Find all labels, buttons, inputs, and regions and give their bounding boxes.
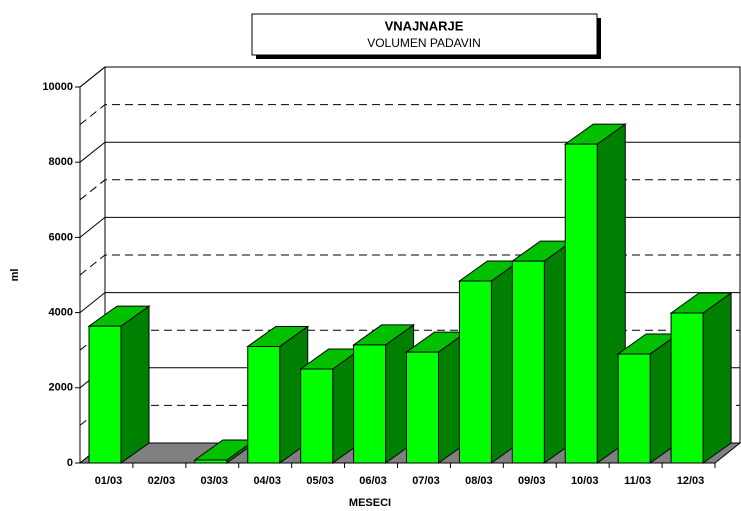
bar-face <box>88 325 122 464</box>
y-tick-label: 8000 <box>49 156 73 168</box>
bar <box>669 292 733 464</box>
bar-face <box>353 344 387 464</box>
bar-face <box>458 280 492 464</box>
grid-line <box>79 66 740 88</box>
x-axis-label: MESECI <box>349 497 391 509</box>
x-tick-label: 10/03 <box>571 475 599 487</box>
bar-face <box>670 312 704 464</box>
x-tick-label: 03/03 <box>201 475 229 487</box>
grid-line <box>79 179 740 201</box>
bar-face <box>406 351 439 464</box>
bar-face <box>702 292 732 464</box>
x-tick-label: 05/03 <box>306 475 334 487</box>
x-tick-label: 09/03 <box>518 475 546 487</box>
bar-face <box>511 260 545 464</box>
bar <box>616 332 680 464</box>
y-tick-label: 2000 <box>49 382 73 394</box>
bar <box>563 123 627 464</box>
grid-line <box>79 104 740 125</box>
y-tick-label: 10000 <box>42 81 73 93</box>
bar <box>404 331 469 464</box>
bar <box>457 260 521 464</box>
x-tick-label: 11/03 <box>624 475 651 487</box>
bar-face <box>564 143 598 464</box>
bar <box>299 348 363 464</box>
y-tick-label: 6000 <box>49 231 73 243</box>
y-tick-label: 4000 <box>49 307 73 319</box>
bar-face <box>300 368 334 464</box>
y-tick-label: 0 <box>67 457 73 469</box>
x-tick-label: 01/03 <box>95 475 123 487</box>
grid-line <box>79 141 740 163</box>
bar-face <box>617 353 651 464</box>
x-tick-label: 02/03 <box>148 475 176 487</box>
x-tick-label: 04/03 <box>253 475 281 487</box>
bar-face <box>194 459 228 464</box>
x-tick-label: 06/03 <box>359 475 387 487</box>
bar <box>510 240 574 464</box>
x-tick-label: 07/03 <box>412 475 440 487</box>
bar-face <box>247 345 281 464</box>
grid-line <box>79 216 740 238</box>
chart-subtitle: VOLUMEN PADAVIN <box>367 36 481 50</box>
x-tick-label: 08/03 <box>465 475 493 487</box>
chart-title: VNAJNARJE <box>385 18 464 33</box>
x-tick-label: 12/03 <box>677 475 705 487</box>
bar <box>246 325 310 464</box>
bar-face <box>120 305 150 464</box>
bar <box>352 323 416 464</box>
y-axis-label: ml <box>9 269 21 282</box>
title-box <box>251 13 598 56</box>
bar <box>87 305 151 464</box>
